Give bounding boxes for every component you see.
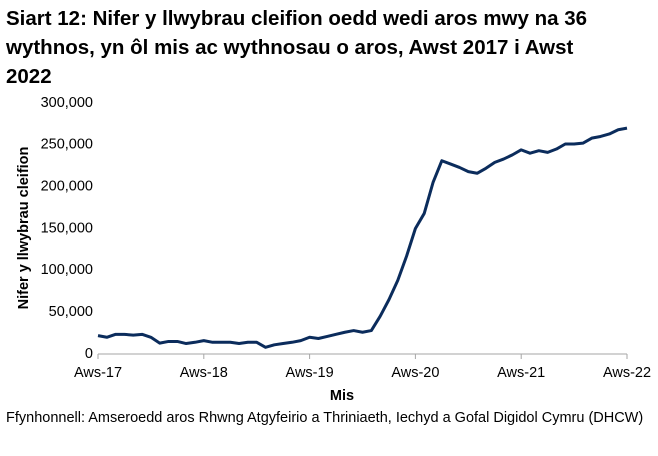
y-tick-label: 150,000	[41, 220, 93, 236]
x-tick-label: Aws-18	[180, 365, 228, 381]
chart-title: Siart 12: Nifer y llwybrau cleifion oedd…	[6, 7, 588, 88]
x-tick-label: Aws-17	[74, 365, 122, 381]
x-tick-label: Aws-19	[286, 365, 334, 381]
x-tick-label: Aws-20	[391, 365, 439, 381]
y-tick-label: 0	[85, 346, 93, 362]
y-tick-label: 100,000	[41, 262, 93, 278]
x-axis-label: Mis	[330, 388, 354, 404]
y-tick-label: 250,000	[41, 137, 93, 153]
source-note: Ffynhonnell: Amseroedd aros Rhwng Atgyfe…	[6, 410, 644, 426]
y-tick-label: 300,000	[41, 95, 93, 111]
y-tick-label: 200,000	[41, 178, 93, 194]
line-series	[97, 126, 628, 349]
y-axis-label: Nifer y llwybrau cleifion	[16, 147, 32, 310]
y-tick-label: 50,000	[49, 304, 93, 320]
x-tick-label: Aws-21	[497, 365, 545, 381]
x-tick-label: Aws-22	[603, 365, 651, 381]
